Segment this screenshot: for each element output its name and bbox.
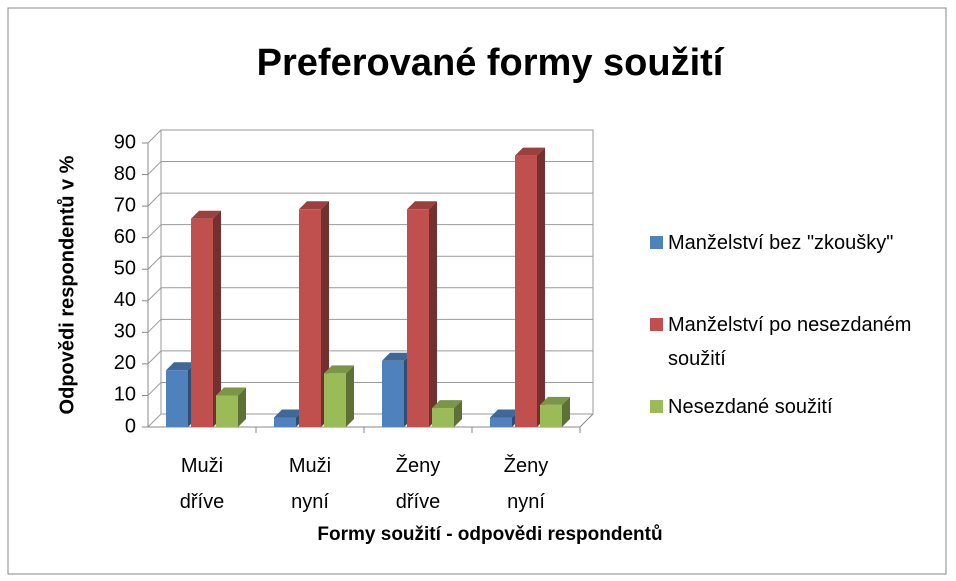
x-axis-title: Formy soužití - odpovědi respondentů — [317, 524, 662, 545]
y-tick-label: 10 — [114, 384, 136, 406]
grid-line — [147, 287, 162, 302]
bar — [191, 218, 213, 427]
bar — [490, 417, 512, 427]
bar — [324, 373, 346, 427]
bar-side — [562, 396, 570, 427]
grid-line — [147, 382, 162, 396]
grid-line — [147, 224, 162, 239]
y-tick-label: 50 — [114, 258, 136, 280]
grid-line — [147, 318, 162, 333]
y-tick-label: 0 — [125, 415, 136, 437]
chart-frame — [7, 7, 947, 575]
x-tick-label: Muži nyní — [288, 455, 332, 513]
legend-swatch — [650, 318, 663, 331]
bar — [382, 360, 404, 427]
bar-side — [238, 387, 246, 427]
y-tick-label: 70 — [114, 194, 136, 216]
grid-line — [147, 192, 162, 207]
grid-line — [147, 161, 162, 175]
y-tick-label: 20 — [114, 352, 136, 374]
legend-label: Manželství po nesezdaném soužití — [668, 314, 912, 370]
bar-top — [274, 409, 304, 418]
bar-top — [515, 147, 545, 156]
y-tick-label: 40 — [114, 289, 136, 311]
bar-side — [213, 210, 221, 427]
bar-top — [490, 409, 520, 418]
bar-top — [432, 400, 462, 409]
legend-swatch — [650, 236, 663, 249]
bar-top — [324, 365, 354, 374]
bar-top — [407, 201, 437, 210]
bar-side — [346, 365, 354, 427]
bar-top — [216, 387, 246, 396]
bar — [432, 408, 454, 427]
bar — [274, 417, 296, 427]
bar-top — [299, 201, 329, 210]
grid-line — [147, 350, 162, 365]
bar — [216, 395, 238, 427]
legend-label: Nesezdané soužití — [668, 396, 833, 418]
x-tick-label: Muži dříve — [179, 455, 225, 513]
bar-side — [454, 400, 462, 427]
x-tick-label: Ženy dříve — [395, 455, 441, 513]
bar — [407, 209, 429, 427]
y-axis-title: Odpovědi respondentů v % — [56, 155, 78, 414]
y-tick-label: 60 — [114, 226, 136, 248]
bar-top — [540, 396, 570, 405]
grid-line — [147, 255, 162, 270]
y-tick-label: 90 — [114, 131, 136, 153]
bar-side — [537, 147, 545, 427]
y-tick-label: 30 — [114, 321, 136, 343]
y-tick-label: 80 — [114, 163, 136, 185]
chart-title: Preferované formy soužití — [257, 42, 725, 84]
bar-top — [166, 362, 196, 371]
bar — [540, 404, 562, 427]
bar — [299, 209, 321, 427]
legend-label: Manželství bez "zkoušky" — [668, 232, 894, 254]
bar-top — [382, 352, 412, 361]
bar — [166, 370, 188, 427]
grid-line — [147, 413, 162, 428]
grid-line — [147, 129, 162, 144]
bar-side — [429, 201, 437, 427]
x-tick-label: Ženy nyní — [503, 455, 549, 513]
bar-top — [191, 210, 221, 219]
legend-swatch — [650, 400, 663, 413]
bar — [515, 155, 537, 427]
